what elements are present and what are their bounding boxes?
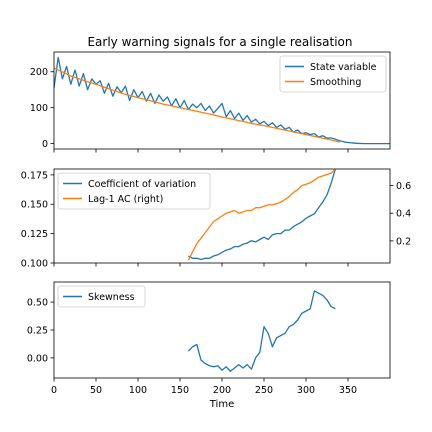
legend-label: Coefficient of variation [88, 179, 196, 190]
series-line-skew-0 [187, 290, 336, 372]
y-tick-label: 0.125 [21, 229, 48, 240]
y-tick-label: 0.100 [21, 258, 48, 269]
legend-skew: Skewness [57, 285, 146, 308]
x-tick-label: 0 [51, 385, 57, 396]
series-line-state-1 [54, 67, 340, 143]
legend-label: Skewness [88, 292, 135, 303]
panel-skew: 0 50 100 150 200 250 300 350 0.00 0.25 0.50 Skewnes… [27, 281, 391, 396]
panel-state: 0 100 200 State variable Smoothing [30, 51, 391, 153]
x-tick-label: 100 [129, 385, 147, 396]
y-tick-label: 100 [30, 103, 48, 114]
right-y-tick-label: 0.6 [396, 181, 411, 192]
series-line-cv-1 [187, 169, 336, 261]
x-tick-label: 200 [213, 385, 231, 396]
chart-title: Early warning signals for a single reali… [87, 35, 352, 49]
legend-label: Lag-1 AC (right) [88, 194, 163, 205]
legend-label: Smoothing [310, 77, 361, 88]
legend-label: State variable [310, 62, 377, 73]
x-tick-label: 50 [90, 385, 102, 396]
y-tick-label: 0.50 [27, 297, 48, 308]
x-tick-label: 300 [297, 385, 315, 396]
y-tick-label: 0.25 [27, 325, 48, 336]
x-tick-label: 150 [171, 385, 189, 396]
y-tick-label: 0.150 [21, 200, 48, 211]
panel-cv: 0.100 0.125 0.150 0.175 0.2 0.4 0.6 Coefficient… [21, 168, 411, 269]
legend-state: State variable Smoothing [279, 55, 387, 93]
y-tick-label: 0.175 [21, 170, 48, 181]
right-y-tick-label: 0.4 [396, 209, 411, 220]
legend-cv: Coefficient of variation Lag-1 AC (right) [57, 172, 211, 210]
series-line-cv-0 [188, 169, 337, 261]
x-axis-label: Time [209, 399, 234, 410]
y-tick-label: 200 [30, 67, 48, 78]
x-tick-label: 250 [255, 385, 273, 396]
y-tick-label: 0 [42, 139, 48, 150]
legend-box [57, 172, 211, 210]
right-y-tick-label: 0.2 [396, 236, 411, 247]
y-tick-label: 0.00 [27, 353, 48, 364]
x-tick-label: 350 [339, 385, 357, 396]
legend-box [57, 285, 146, 308]
legend-box [279, 55, 387, 93]
